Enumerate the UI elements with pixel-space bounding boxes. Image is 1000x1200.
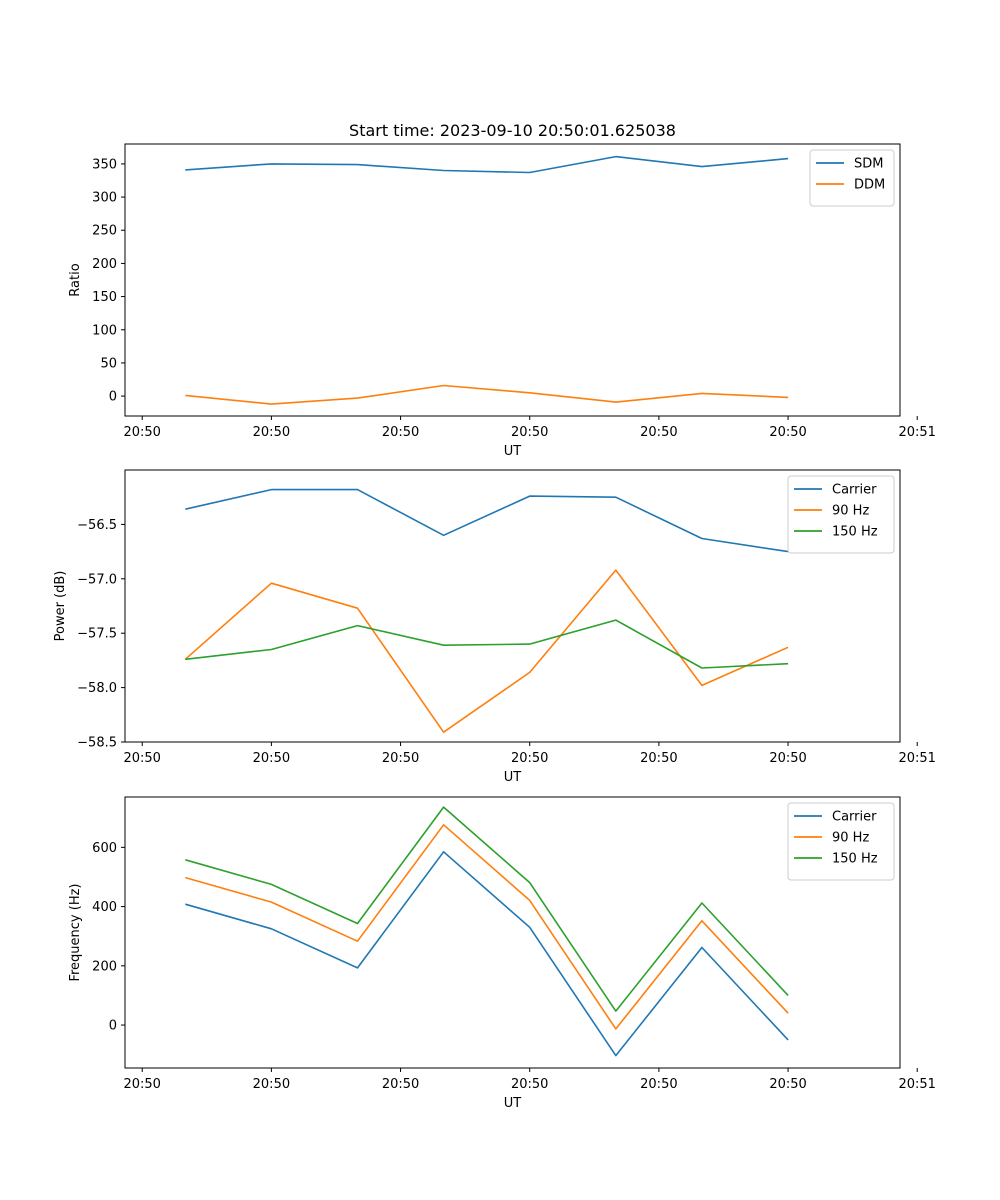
legend-label: 90 Hz — [832, 831, 869, 846]
x-tick-label: 20:50 — [253, 425, 290, 440]
series-line-150-hz — [185, 806, 789, 1012]
series-line-150-hz — [185, 619, 789, 669]
series-line-carrier — [185, 850, 789, 1057]
x-tick-label: 20:50 — [511, 751, 548, 766]
y-axis-label: Frequency (Hz) — [68, 883, 83, 981]
y-tick-label: −57.0 — [77, 572, 117, 587]
x-tick-label: 20:50 — [253, 751, 290, 766]
series-line-90-hz — [184, 569, 789, 734]
x-axis-label: UT — [504, 770, 522, 785]
legend: Carrier 90 Hz 150 Hz — [787, 802, 895, 881]
legend-label: 150 Hz — [832, 525, 878, 540]
x-tick-label: 20:50 — [769, 1077, 806, 1092]
x-tick-label: 20:50 — [123, 1077, 160, 1092]
x-tick-label: 20:50 — [640, 1077, 677, 1092]
x-tick-label: 20:50 — [511, 1077, 548, 1092]
y-tick-label: 50 — [100, 356, 117, 371]
x-tick-label: 20:50 — [769, 751, 806, 766]
y-tick-label: 0 — [109, 390, 117, 405]
x-tick-label: 20:50 — [253, 1077, 290, 1092]
x-tick-label: 20:50 — [123, 425, 160, 440]
x-tick-label: 20:50 — [769, 425, 806, 440]
y-tick-label: 0 — [109, 1019, 117, 1034]
legend: Carrier 90 Hz 150 Hz — [787, 475, 895, 554]
legend-label: 150 Hz — [832, 852, 878, 867]
series-line-sdm — [185, 155, 789, 174]
legend-box — [787, 475, 895, 554]
y-tick-label: 300 — [92, 191, 117, 206]
axes-frame — [124, 469, 901, 743]
legend-label: SDM — [854, 157, 883, 172]
x-axis-label: UT — [504, 1096, 522, 1111]
x-tick-label: 20:51 — [898, 751, 935, 766]
axes-frame — [124, 796, 901, 1069]
y-tick-label: 250 — [92, 224, 117, 239]
x-tick-label: 20:50 — [382, 1077, 419, 1092]
y-tick-label: 600 — [92, 841, 117, 856]
x-tick-label: 20:50 — [382, 425, 419, 440]
y-tick-label: 100 — [92, 323, 117, 338]
legend-label: DDM — [854, 178, 885, 193]
legend: SDM DDM — [809, 149, 895, 207]
x-tick-label: 20:51 — [898, 425, 935, 440]
y-tick-label: −57.5 — [77, 627, 117, 642]
x-tick-label: 20:51 — [898, 1077, 935, 1092]
axes-frame — [124, 143, 901, 417]
y-axis-label: Power (dB) — [53, 571, 68, 642]
y-tick-label: −58.5 — [77, 736, 117, 751]
y-tick-label: −58.0 — [77, 681, 117, 696]
y-tick-label: 400 — [92, 900, 117, 915]
y-tick-label: 200 — [92, 257, 117, 272]
chart-panel-2: 20:50 20:50 20:50 20:50 20:50 20:50 20:51 −58.5… — [53, 469, 936, 785]
y-tick-label: 350 — [92, 157, 117, 172]
legend-label: Carrier — [832, 483, 877, 498]
legend-label: Carrier — [832, 810, 877, 825]
chart-title: Start time: 2023-09-10 20:50:01.625038 — [349, 121, 676, 140]
x-axis-label: UT — [504, 444, 522, 459]
legend-box — [809, 149, 895, 207]
x-tick-label: 20:50 — [382, 751, 419, 766]
legend-label: 90 Hz — [832, 504, 869, 519]
y-tick-label: 150 — [92, 290, 117, 305]
x-tick-label: 20:50 — [640, 425, 677, 440]
x-tick-label: 20:50 — [511, 425, 548, 440]
series-line-ddm — [185, 384, 789, 405]
chart-panel-3: 20:50 20:50 20:50 20:50 20:50 20:50 20:51 0 200 4… — [68, 796, 936, 1111]
series-line-carrier — [185, 488, 789, 553]
y-axis-label: Ratio — [68, 263, 83, 296]
x-tick-label: 20:50 — [123, 751, 160, 766]
series-line-90-hz — [185, 823, 789, 1030]
chart-panel-1: Start time: 2023-09-10 20:50:01.625038 20… — [68, 121, 936, 459]
legend-box — [787, 802, 895, 881]
x-tick-label: 20:50 — [640, 751, 677, 766]
y-tick-label: 200 — [92, 959, 117, 974]
y-tick-label: −56.5 — [77, 518, 117, 533]
